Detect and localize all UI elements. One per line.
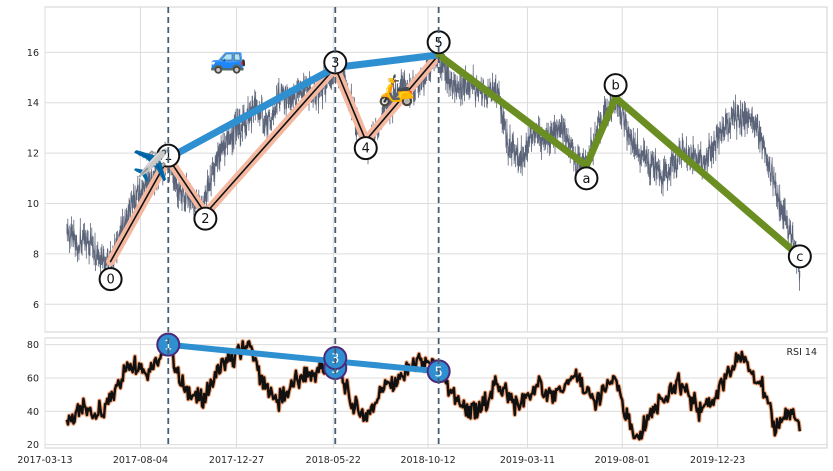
x-tick-label: 2017-08-04 [113, 455, 168, 466]
price-y-tick-label: 16 [27, 48, 39, 59]
wave-label-circle [98, 267, 123, 292]
x-tick-label: 2019-08-01 [595, 455, 650, 466]
airplane-icon: ✈️ [132, 147, 169, 184]
impulse-wave-line [109, 54, 440, 263]
correction-wave-line [435, 51, 804, 260]
wave-label-text: 2 [201, 212, 209, 227]
wave-label-circle [603, 73, 628, 98]
wave-label-text: b [611, 79, 619, 94]
rsi-y-tick-label: 80 [27, 340, 39, 351]
rsi-y-tick-label: 40 [27, 407, 39, 418]
rsi-y-tick-label: 20 [27, 440, 39, 451]
wave-label-text: 1 [164, 149, 172, 164]
x-tick-label: 2018-10-12 [400, 455, 455, 466]
price-y-tick-label: 10 [27, 199, 39, 210]
wave-label-circle [193, 206, 218, 231]
rsi-y-tick-label: 60 [27, 374, 39, 385]
x-tick-label: 2017-12-27 [209, 455, 264, 466]
price-y-tick-label: 6 [33, 300, 39, 311]
wave-label-circle [787, 244, 812, 269]
wave-label-circle [353, 136, 378, 161]
car-icon: 🚙 [210, 40, 247, 75]
wave-vertical-lines [167, 7, 440, 448]
wave-label-text: 5 [435, 36, 443, 51]
price-y-tick-label: 8 [33, 249, 39, 260]
x-tick-label: 2018-05-22 [306, 455, 361, 466]
wave-label-text: a [582, 172, 590, 187]
x-ticks: 2017-03-13 2017-08-04 2017-12-27 2018-05-22… [17, 455, 745, 466]
price-y-tick-label: 14 [27, 98, 39, 109]
wave-label-circle [156, 143, 181, 168]
x-tick-label: 2019-03-11 [500, 455, 555, 466]
wave-label-circle [574, 166, 599, 191]
rsi-legend: RSI 14 [786, 347, 817, 358]
rsi-y-ticks: 20 40 60 80 [27, 340, 39, 451]
price-series [66, 36, 804, 291]
wave-label-text: 0 [106, 273, 114, 288]
wave-label-text: 4 [362, 142, 370, 157]
price-y-tick-label: 12 [27, 149, 39, 160]
wave-label-text: c [796, 250, 803, 265]
x-tick-label: 2019-12-23 [690, 455, 745, 466]
price-y-ticks: 6 8 10 12 14 16 [27, 48, 39, 311]
rsi-label-circle [156, 332, 181, 357]
rsi-label-text: 1 [164, 339, 172, 354]
x-tick-label: 2017-03-13 [17, 455, 72, 466]
scooter-icon: 🛵 [378, 73, 415, 108]
wave-label-text: 3 [331, 56, 339, 71]
